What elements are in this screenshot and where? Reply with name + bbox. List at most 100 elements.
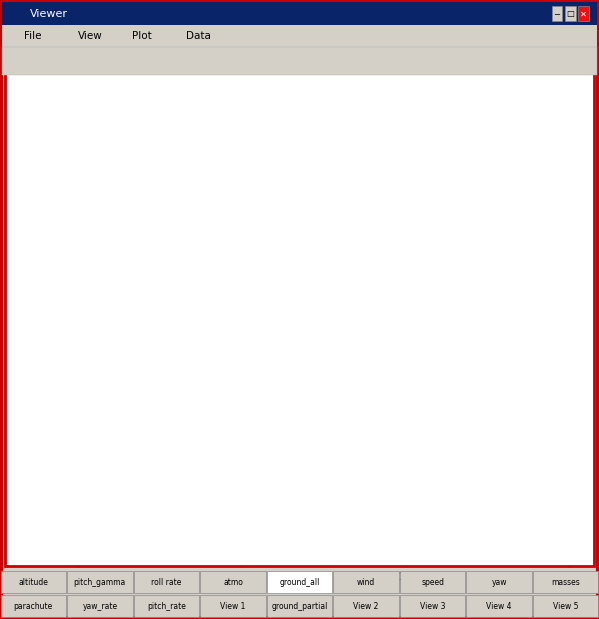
Point [410, 172, 419, 182]
Point [422, 217, 432, 227]
Point [383, 326, 392, 336]
Point [402, 329, 412, 339]
Point [446, 210, 456, 220]
Point [397, 311, 407, 321]
Point [388, 331, 398, 340]
Point [391, 324, 401, 334]
Bar [296, 337, 351, 394]
Point [395, 326, 404, 335]
Point [392, 215, 401, 225]
Text: speed: speed [421, 578, 444, 587]
Point [416, 207, 426, 217]
Point [394, 189, 403, 199]
Point [382, 331, 392, 340]
Bar [406, 337, 460, 394]
Point [445, 221, 455, 231]
Point [425, 196, 434, 206]
Point [395, 207, 405, 217]
Point [389, 187, 398, 197]
Point [372, 222, 382, 232]
Point [434, 194, 443, 204]
Point [391, 327, 400, 337]
Point [424, 232, 434, 242]
Point [374, 194, 384, 204]
Point [415, 188, 424, 198]
Point [430, 189, 440, 199]
Point [389, 302, 399, 312]
Point [382, 173, 391, 183]
Point [365, 297, 374, 306]
Bar [351, 224, 406, 281]
Point [401, 324, 411, 334]
Point [412, 228, 421, 238]
Point [440, 200, 450, 210]
Point [418, 189, 427, 199]
Point [413, 205, 423, 215]
Point [377, 335, 386, 345]
Point [379, 306, 389, 316]
Point [389, 308, 398, 318]
Point [364, 311, 374, 321]
Point [411, 202, 420, 212]
Point [398, 202, 408, 212]
Point [412, 210, 422, 220]
Point [388, 155, 398, 165]
Point [388, 211, 397, 221]
Bar [460, 507, 515, 563]
Point [405, 199, 415, 209]
Point [400, 328, 409, 338]
Point [423, 190, 433, 200]
Point [406, 193, 416, 202]
Point [402, 223, 412, 233]
Point [382, 304, 392, 314]
Point [435, 217, 445, 227]
Point [426, 233, 435, 243]
Point [418, 217, 427, 227]
Point [420, 235, 429, 245]
Point [393, 327, 403, 337]
Bar [351, 450, 406, 507]
Point [388, 194, 397, 204]
Point [356, 210, 366, 220]
Point [372, 216, 382, 226]
Point [370, 303, 379, 313]
Point [401, 192, 411, 202]
Point [434, 166, 444, 176]
Point [392, 191, 401, 201]
Point [423, 188, 432, 197]
Point [364, 306, 374, 316]
Bar [132, 168, 187, 224]
Point [400, 171, 410, 181]
Point [382, 325, 392, 335]
Point [402, 199, 412, 209]
Point [383, 301, 393, 311]
Point [367, 304, 376, 314]
Point [418, 192, 428, 202]
Point [434, 183, 443, 193]
Point [424, 191, 434, 201]
Point [395, 294, 405, 304]
Point [404, 207, 414, 217]
Point [379, 334, 388, 344]
Point [425, 213, 434, 223]
Bar [515, 111, 569, 168]
Point [410, 193, 420, 203]
Point [415, 203, 425, 213]
Point [368, 292, 377, 301]
Point [415, 173, 424, 183]
Point [419, 228, 428, 238]
Point [437, 195, 447, 205]
Point [395, 328, 404, 338]
Point [429, 202, 439, 212]
Point [451, 181, 461, 191]
Bar [460, 337, 515, 394]
Point [400, 232, 409, 242]
Bar [78, 507, 132, 563]
Text: View: View [78, 31, 102, 41]
Bar [78, 337, 132, 394]
Bar [296, 224, 351, 281]
Point [400, 179, 410, 189]
Point [410, 176, 419, 186]
Point [362, 298, 372, 308]
Point [419, 215, 428, 225]
